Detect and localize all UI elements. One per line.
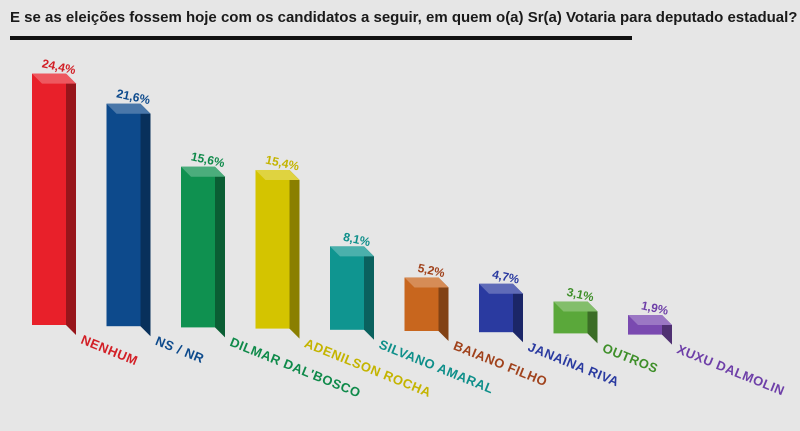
bar <box>330 246 374 340</box>
bar-top <box>628 315 672 326</box>
value-label: 5,2% <box>416 261 446 280</box>
bar <box>628 315 672 345</box>
bar-top <box>32 73 76 84</box>
bar-side <box>140 103 151 337</box>
category-label: ADENILSON ROCHA <box>302 335 433 400</box>
bar-top <box>255 169 300 180</box>
bar-side <box>587 301 598 344</box>
bar-side <box>289 169 300 339</box>
bar <box>479 283 523 343</box>
bar <box>106 103 151 337</box>
bar <box>181 166 225 338</box>
bar <box>255 169 300 339</box>
category-label: XUXU DALMOLIN <box>675 341 787 398</box>
bar-top <box>404 277 449 288</box>
value-label: 24,4% <box>41 56 78 77</box>
bar-front <box>255 169 290 329</box>
value-label: 15,6% <box>190 149 227 170</box>
value-label: 1,9% <box>640 298 670 317</box>
category-label: NS / NR <box>153 333 206 366</box>
bar-side <box>364 246 374 340</box>
bar-front <box>106 103 141 327</box>
bar <box>553 301 598 344</box>
bar-side <box>66 73 76 336</box>
title-rule <box>10 36 632 40</box>
value-label: 3,1% <box>565 285 595 304</box>
value-label: 4,7% <box>491 267 521 286</box>
bar-top <box>553 301 598 312</box>
value-label: 8,1% <box>342 230 372 249</box>
chart-title: E se as eleições fossem hoje com os cand… <box>10 9 798 26</box>
bar-side <box>438 277 449 341</box>
bar <box>404 277 449 341</box>
bar-side <box>513 283 523 343</box>
bar-top <box>106 103 151 114</box>
bar <box>32 73 76 336</box>
bar-front <box>181 166 215 328</box>
bar-side <box>215 166 225 338</box>
category-label: DILMAR DAL'BOSCO <box>228 334 363 400</box>
bar-top <box>330 246 374 257</box>
value-label: 15,4% <box>264 153 301 174</box>
bar-front <box>330 246 364 330</box>
bar-top <box>181 166 225 177</box>
category-label: NENHUM <box>79 332 140 368</box>
value-label: 21,6% <box>115 86 152 107</box>
bar-top <box>479 283 523 294</box>
bar-front <box>32 73 66 326</box>
